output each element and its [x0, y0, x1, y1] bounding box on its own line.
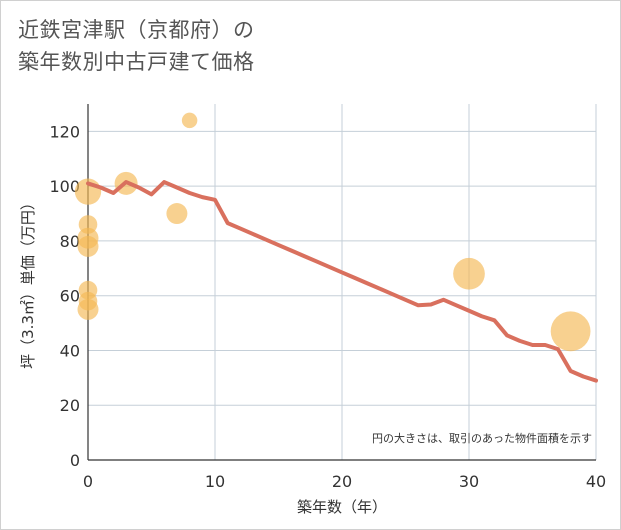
y-tick-label: 20: [60, 396, 80, 415]
y-tick-label: 120: [49, 122, 80, 141]
chart-title-line-1: 近鉄宮津駅（京都府）の: [18, 18, 255, 42]
grid-lines: [88, 104, 597, 460]
size-note: 円の大きさは、取引のあった物件面積を示す: [372, 431, 592, 445]
bubble-point: [77, 235, 99, 257]
line-series: [86, 180, 598, 383]
x-tick-label: 20: [332, 472, 352, 491]
x-tick-label: 10: [205, 472, 225, 491]
y-tick-label: 60: [60, 287, 80, 306]
estimate-line: [86, 180, 598, 383]
bubble-point: [550, 311, 591, 352]
bubble-point: [77, 298, 99, 320]
x-axis-label: 築年数（年）: [297, 498, 387, 516]
bubble-point: [181, 112, 198, 129]
bubble-point: [453, 257, 485, 290]
x-tick-label: 30: [459, 472, 479, 491]
y-tick-label: 80: [60, 232, 80, 251]
y-tick-label: 100: [49, 177, 80, 196]
y-tick-label: 40: [60, 341, 80, 360]
y-tick-label: 0: [70, 451, 80, 470]
bubble-point: [166, 203, 188, 225]
y-axis-label: 坪（3.3㎡）単価（万円）: [19, 195, 37, 369]
chart-title-line-2: 築年数別中古戸建て価格: [18, 50, 255, 74]
bubble-series: [74, 112, 591, 352]
x-tick-label: 0: [83, 472, 93, 491]
x-tick-label: 40: [586, 472, 606, 491]
chart-title: 近鉄宮津駅（京都府）の 築年数別中古戸建て価格: [18, 14, 608, 78]
tick-labels: 0 10 20 30 40 0 20 40 60 80 100 120: [49, 122, 606, 491]
